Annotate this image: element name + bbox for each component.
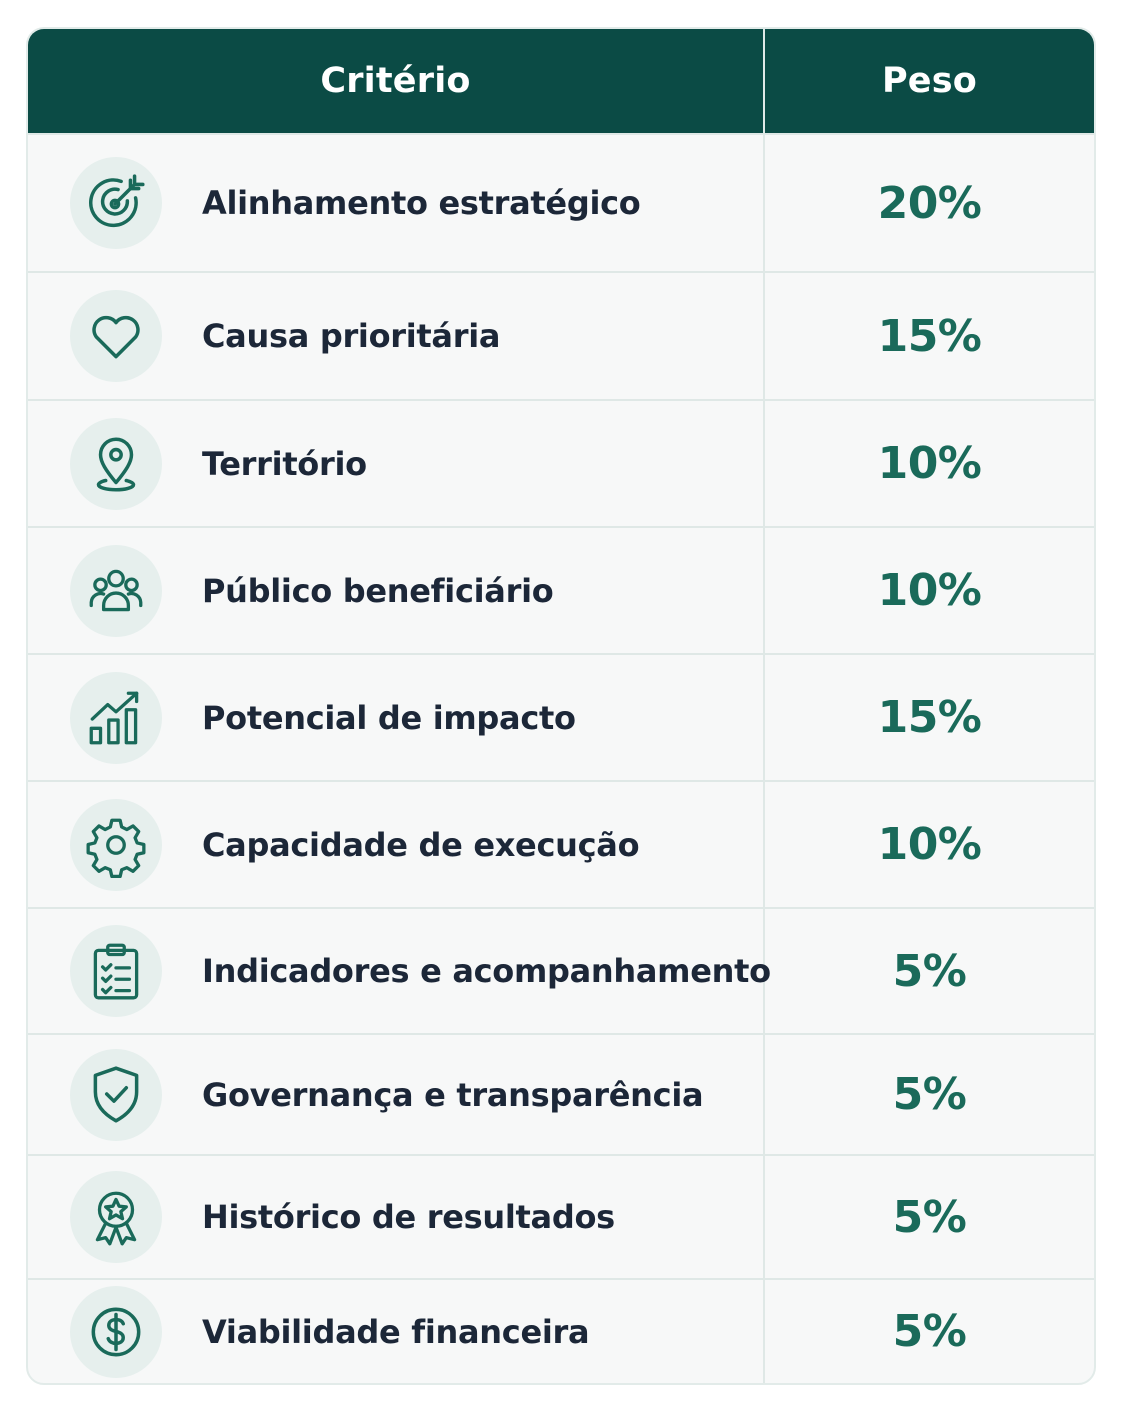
criterion-label: Capacidade de execução	[202, 825, 640, 864]
table-header: Critério Peso	[28, 29, 1094, 133]
criterion-label: Território	[202, 444, 367, 483]
target-icon	[70, 157, 162, 249]
shield-check-icon	[70, 1048, 162, 1141]
table-row: Território 10%	[28, 399, 1094, 526]
criterion-label: Alinhamento estratégico	[202, 184, 641, 222]
table-row: Causa prioritária 15%	[28, 271, 1094, 399]
table-row: Potencial de impacto 15%	[28, 653, 1094, 780]
weight-value: 15%	[877, 692, 982, 743]
criterion-label: Indicadores e acompanhamento	[202, 952, 771, 990]
table-row: Alinhamento estratégico 20%	[28, 133, 1094, 271]
dollar-coin-icon	[70, 1285, 162, 1378]
criterion-label: Potencial de impacto	[202, 698, 576, 737]
header-criterio: Critério	[28, 29, 765, 133]
weight-value: 10%	[877, 565, 982, 616]
weight-value: 5%	[892, 1069, 967, 1120]
criterion-label: Viabilidade financeira	[202, 1312, 590, 1351]
growth-chart-icon	[70, 671, 162, 764]
weight-value: 5%	[892, 1191, 967, 1243]
weight-value: 10%	[877, 819, 982, 870]
criterion-label: Histórico de resultados	[202, 1198, 615, 1236]
table-row: Histórico de resultados 5%	[28, 1154, 1094, 1278]
heart-icon	[70, 290, 162, 382]
award-badge-icon	[70, 1171, 162, 1263]
gear-icon	[70, 798, 162, 891]
criterion-label: Causa prioritária	[202, 317, 501, 355]
table-row: Viabilidade financeira 5%	[28, 1278, 1094, 1383]
table-row: Indicadores e acompanhamento 5%	[28, 907, 1094, 1033]
table-row: Governança e transparência 5%	[28, 1033, 1094, 1154]
table-row: Capacidade de execução 10%	[28, 780, 1094, 907]
people-icon	[70, 544, 162, 637]
header-peso: Peso	[881, 61, 978, 101]
weight-value: 5%	[892, 1306, 967, 1357]
criterion-label: Público beneficiário	[202, 571, 554, 610]
weight-value: 15%	[877, 310, 982, 362]
clipboard-checklist-icon	[70, 925, 162, 1017]
criterion-label: Governança e transparência	[202, 1075, 704, 1114]
weight-value: 10%	[877, 438, 982, 489]
criteria-table: Critério Peso Alinhamento estratégico 20…	[26, 27, 1096, 1385]
map-pin-icon	[70, 417, 162, 510]
weight-value: 5%	[892, 945, 967, 997]
table-row: Público beneficiário 10%	[28, 526, 1094, 653]
weight-value: 20%	[877, 177, 982, 229]
